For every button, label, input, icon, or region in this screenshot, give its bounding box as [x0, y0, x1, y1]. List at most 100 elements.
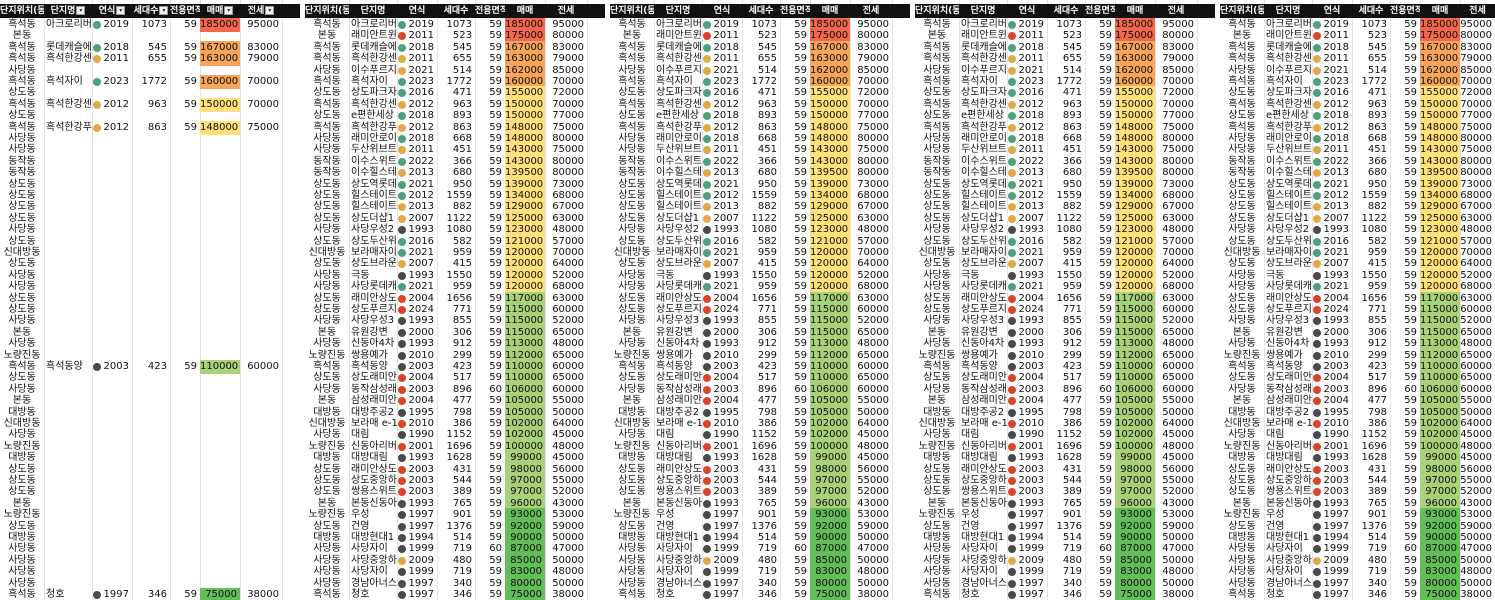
cell-name[interactable]: 상도브라운 [656, 258, 702, 270]
cell-dong[interactable]: 본동 [12, 30, 32, 42]
cell-area[interactable]: 59 [794, 269, 807, 281]
cell-jeonse[interactable]: 38000 [1162, 589, 1194, 600]
cell-name[interactable]: 힐스테이트 [351, 201, 397, 213]
cell-area[interactable]: 59 [794, 463, 807, 475]
cell-dong[interactable]: 사당동 [923, 429, 951, 441]
cell-dong[interactable]: 흑석동 [923, 41, 951, 53]
cell-year[interactable]: 2004 [408, 395, 434, 407]
cell-dong[interactable]: 대방동 [313, 452, 341, 464]
cell-dong[interactable]: 상도동 [923, 178, 951, 190]
cell-jeonse[interactable]: 56000 [1460, 463, 1492, 475]
cell-jeonse[interactable]: 65000 [857, 349, 889, 361]
cell-dong[interactable]: 상도동 [618, 463, 646, 475]
cell-year[interactable]: 2021 [408, 281, 434, 293]
cell-jeonse[interactable]: 63000 [857, 212, 889, 224]
cell-area[interactable]: 59 [794, 167, 807, 179]
cell-dong[interactable]: 사당동 [618, 269, 646, 281]
cell-price[interactable]: 163000 [1420, 52, 1460, 67]
cell-dong[interactable]: 흑석동 [1228, 53, 1256, 65]
cell-year[interactable]: 2012 [408, 121, 434, 133]
cell-units[interactable]: 1656 [446, 292, 472, 304]
cell-jeonse[interactable]: 80000 [1162, 167, 1194, 179]
cell-price[interactable]: 92000 [505, 519, 545, 534]
cell-dong[interactable]: 사당동 [313, 144, 341, 156]
cell-jeonse[interactable]: 65000 [857, 326, 889, 338]
cell-name[interactable]: 상도중앙하 [1266, 475, 1312, 486]
cell-jeonse[interactable]: 45000 [1162, 429, 1194, 441]
cell-units[interactable]: 765 [452, 497, 472, 509]
cell-area[interactable]: 59 [1404, 566, 1417, 578]
cell-jeonse[interactable]: 83000 [552, 41, 584, 53]
cell-year[interactable]: 2004 [713, 395, 739, 407]
cell-units[interactable]: 1080 [1361, 224, 1387, 236]
column-header[interactable]: 단지위치(동)▾ [0, 4, 44, 18]
cell-jeonse[interactable]: 47000 [1460, 543, 1492, 555]
cell-area[interactable]: 59 [1404, 235, 1417, 247]
cell-area[interactable]: 59 [794, 87, 807, 99]
cell-dong[interactable]: 흑석동 [1228, 19, 1256, 30]
cell-jeonse[interactable]: 55000 [1460, 395, 1492, 407]
cell-name[interactable]: 흑석한강센 [656, 53, 702, 65]
cell-units[interactable]: 1559 [1361, 190, 1387, 201]
cell-year[interactable]: 1993 [408, 315, 434, 327]
cell-name[interactable]: 사당자이 [656, 543, 693, 555]
cell-dong[interactable]: 상도동 [1228, 520, 1256, 532]
cell-dong[interactable]: 상도동 [313, 372, 341, 384]
cell-dong[interactable]: 상도동 [313, 110, 341, 122]
cell-year[interactable]: 2011 [1323, 53, 1349, 65]
cell-year[interactable]: 2021 [1323, 178, 1349, 190]
cell-area[interactable]: 59 [489, 76, 502, 87]
cell-jeonse[interactable]: 80000 [1460, 133, 1492, 144]
cell-dong[interactable]: 사당동 [8, 133, 36, 144]
column-header[interactable]: 단지위치(동) [1220, 4, 1264, 18]
cell-units[interactable]: 882 [452, 201, 472, 213]
cell-jeonse[interactable]: 57000 [1162, 235, 1194, 247]
cell-jeonse[interactable]: 50000 [1162, 406, 1194, 418]
cell-area[interactable]: 59 [1099, 315, 1112, 327]
column-header[interactable]: 단지명 [654, 4, 702, 18]
cell-jeonse[interactable]: 56000 [857, 463, 889, 475]
cell-year[interactable]: 1999 [713, 543, 739, 555]
cell-dong[interactable]: 흑석동 [923, 19, 951, 30]
cell-units[interactable]: 963 [147, 98, 167, 110]
cell-price[interactable]: 115000 [1420, 325, 1460, 340]
cell-units[interactable]: 386 [1367, 418, 1387, 429]
cell-year[interactable]: 1997 [1018, 520, 1044, 532]
cell-units[interactable]: 771 [757, 304, 777, 315]
cell-name[interactable]: 사당자이 [961, 566, 998, 578]
cell-name[interactable]: 경남아너스 [656, 577, 702, 589]
cell-area[interactable]: 59 [489, 315, 502, 327]
cell-year[interactable]: 1993 [1018, 224, 1044, 236]
cell-jeonse[interactable]: 65000 [857, 372, 889, 384]
cell-jeonse[interactable]: 43000 [857, 497, 889, 509]
cell-year[interactable]: 2018 [713, 110, 739, 122]
cell-name[interactable]: 두산위브트 [351, 144, 397, 156]
cell-price[interactable]: 148000 [810, 120, 850, 135]
cell-jeonse[interactable]: 60000 [857, 383, 889, 395]
cell-year[interactable]: 2004 [408, 372, 434, 384]
cell-year[interactable]: 2001 [713, 440, 739, 452]
cell-name[interactable]: 상도역롯데 [351, 178, 397, 190]
cell-price[interactable]: 100000 [1115, 439, 1155, 454]
cell-area[interactable]: 59 [489, 372, 502, 384]
cell-year[interactable]: 2019 [408, 19, 434, 30]
cell-year[interactable]: 2003 [713, 383, 739, 395]
cell-area[interactable]: 59 [489, 64, 502, 76]
cell-name[interactable]: 흑석한강센 [1266, 53, 1312, 65]
cell-jeonse[interactable]: 63000 [552, 292, 584, 304]
cell-price[interactable]: 96000 [1420, 496, 1460, 511]
cell-price[interactable]: 87000 [1115, 542, 1155, 557]
cell-area[interactable]: 59 [1404, 110, 1417, 122]
cell-units[interactable]: 423 [1062, 361, 1082, 372]
cell-dong[interactable]: 상도동 [313, 258, 341, 270]
cell-area[interactable]: 59 [1099, 155, 1112, 167]
cell-units[interactable]: 668 [757, 133, 777, 144]
cell-dong[interactable]: 상도동 [1228, 87, 1256, 99]
cell-name[interactable]: 대림 [351, 429, 370, 441]
cell-dong[interactable]: 대방동 [923, 452, 951, 464]
cell-dong[interactable]: 사당동 [618, 338, 646, 350]
cell-units[interactable]: 1080 [751, 224, 777, 236]
cell-year[interactable]: 2003 [713, 361, 739, 372]
cell-units[interactable]: 765 [1062, 497, 1082, 509]
cell-area[interactable]: 59 [1099, 532, 1112, 543]
